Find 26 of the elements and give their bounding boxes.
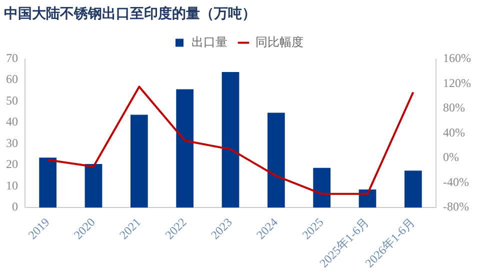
y-tick-label: 70 <box>6 50 18 65</box>
y2-tick-label: -40% <box>443 174 470 189</box>
y-tick-label: 30 <box>6 136 18 150</box>
y2-tick-label: 120% <box>443 76 472 90</box>
bar <box>130 114 148 208</box>
legend-label: 出口量 <box>192 34 228 49</box>
y-tick-label: 20 <box>6 157 18 172</box>
y-tick-label: 50 <box>6 93 18 108</box>
y2-tick-label: 40% <box>443 125 466 140</box>
bar <box>404 170 422 208</box>
y2-tick-label: 0% <box>443 150 460 164</box>
bar <box>267 112 285 208</box>
y2-tick-label: 80% <box>443 100 466 115</box>
bar <box>222 72 240 208</box>
y2-tick-label: 160% <box>443 50 472 65</box>
legend-label: 同比幅度 <box>256 34 304 49</box>
bar <box>39 158 57 208</box>
y2-tick-label: -80% <box>443 200 470 214</box>
bar <box>176 89 194 208</box>
y-tick-label: 0 <box>12 200 18 214</box>
y-tick-label: 10 <box>6 178 18 192</box>
bar <box>313 168 331 208</box>
bar <box>84 164 102 208</box>
y-tick-label: 40 <box>6 114 18 129</box>
chart-title: 中国大陆不锈钢出口至印度的量（万吨） <box>4 5 256 22</box>
y-tick-label: 60 <box>6 72 18 86</box>
